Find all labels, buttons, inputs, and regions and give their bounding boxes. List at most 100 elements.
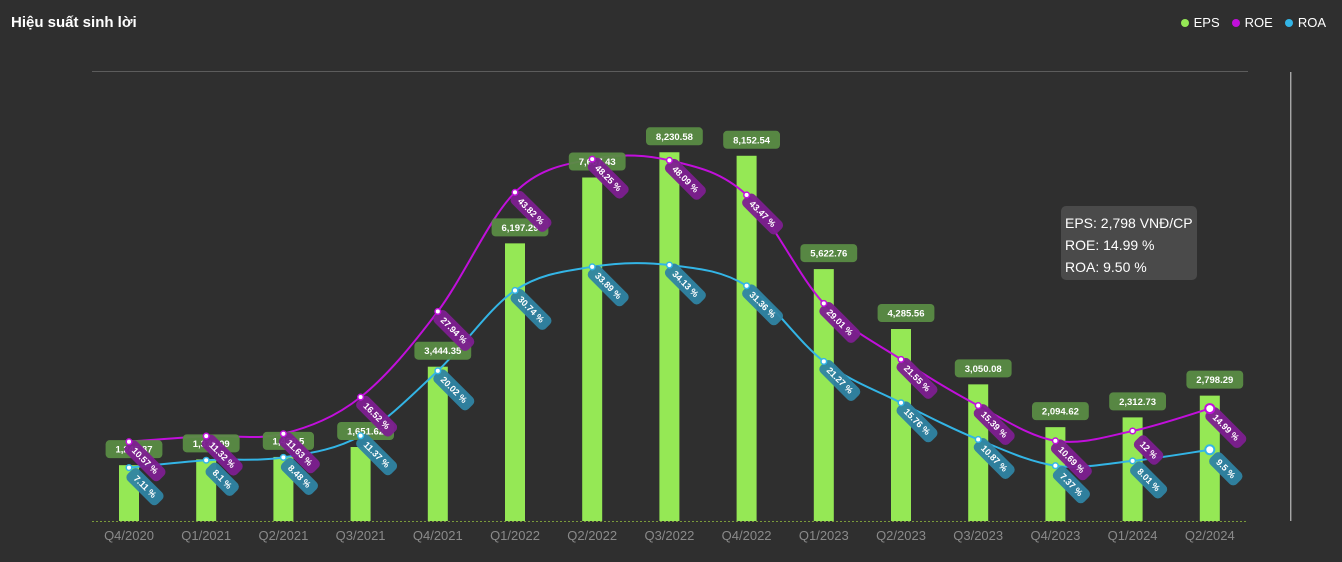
legend-dot-roe: [1231, 18, 1240, 27]
eps-data-label-bg: [1109, 392, 1166, 411]
roe-point: [279, 430, 287, 438]
tooltip-eps: EPS: 2,798 VNĐ/CP: [1065, 215, 1193, 231]
roe-data-label-bg: [278, 432, 320, 474]
roe-data-label-bg: [896, 357, 938, 399]
roe-data-label-bg: [201, 434, 243, 476]
roe-point: [820, 299, 828, 307]
eps-data-label-bg: [1186, 370, 1244, 389]
roe-point: [743, 191, 751, 199]
x-tick-label: Q3/2022: [644, 528, 694, 543]
roa-data-label-bg: [973, 437, 1015, 479]
eps-data-label-group: 2,094.62: [1032, 402, 1089, 421]
roe-point: [1129, 427, 1137, 435]
eps-data-label-group: 8,152.54: [723, 130, 780, 149]
roa-point: [1051, 462, 1059, 470]
roa-data-label-bg: [126, 468, 164, 506]
roa-point: [1129, 457, 1137, 465]
roa-point: [974, 435, 982, 444]
roa-point: [1204, 444, 1216, 456]
roa-data-label-bg: [1130, 461, 1168, 499]
roa-data-label-bg: [587, 265, 629, 307]
eps-bar: [736, 155, 757, 521]
roa-data-label-bg: [433, 369, 475, 411]
roe-data-label-bg: [819, 301, 861, 343]
roa-point: [743, 282, 751, 290]
roe-point: [202, 432, 210, 440]
roe-data-label-bg: [587, 157, 629, 199]
eps-data-label-group: 3,444.35: [414, 341, 472, 360]
roa-data-label-bg: [742, 284, 784, 326]
legend-dot-eps: [1180, 18, 1189, 27]
roe-point: [665, 156, 673, 164]
roe-point: [434, 307, 442, 316]
eps-data-label-group: 2,312.73: [1109, 392, 1166, 411]
roe-data-label-bg: [1205, 407, 1247, 449]
chart-legend: EPS ROE ROA: [1180, 15, 1326, 30]
roa-data-label-bg: [819, 359, 861, 401]
legend-item-eps[interactable]: EPS: [1180, 15, 1220, 30]
roa-data-label-bg: [356, 434, 398, 476]
eps-bar: [582, 177, 603, 521]
roa-point: [125, 464, 133, 472]
eps-data-label: 3,050.08: [965, 364, 1002, 375]
roe-point: [897, 355, 905, 363]
roe-data-label-bg: [433, 309, 475, 351]
eps-bar: [813, 269, 834, 521]
roa-data-label-bg: [1052, 466, 1090, 504]
eps-data-label: 8,230.58: [656, 132, 693, 143]
eps-data-label-bg: [800, 244, 858, 263]
roa-point: [665, 261, 673, 269]
roe-data-label-group: 11.63 %: [278, 432, 320, 474]
legend-item-roa[interactable]: ROA: [1284, 15, 1326, 30]
eps-data-label: 3,444.35: [424, 346, 462, 357]
eps-bar: [659, 152, 680, 521]
roe-data-label-group: 12 %: [1133, 435, 1164, 465]
x-tick-label: Q1/2023: [799, 528, 849, 543]
eps-data-label-bg: [1032, 402, 1089, 421]
eps-data-label-group: 8,230.58: [646, 127, 703, 146]
legend-item-roe[interactable]: ROE: [1231, 15, 1273, 30]
roa-data-label-group: 33.89 %: [587, 265, 629, 307]
x-tick-label: Q3/2023: [953, 528, 1003, 543]
x-tick-label: Q2/2022: [567, 528, 617, 543]
eps-bar: [427, 366, 448, 521]
roe-point: [125, 438, 133, 446]
x-tick-label: Q4/2023: [1030, 528, 1080, 543]
eps-data-label: 1,651.62: [347, 427, 384, 438]
roa-point: [279, 453, 287, 461]
eps-data-label: 2,312.73: [1119, 397, 1156, 408]
roe-data-label-bg: [124, 440, 166, 482]
roe-data-label-bg: [973, 404, 1015, 446]
x-tick-label: Q2/2023: [876, 528, 926, 543]
roe-data-label-bg: [742, 193, 784, 235]
eps-data-label-group: 5,622.76: [800, 244, 858, 263]
x-tick-label: Q4/2020: [104, 528, 154, 543]
x-tick-label: Q1/2022: [490, 528, 540, 543]
roe-point: [588, 155, 596, 163]
x-tick-label: Q2/2024: [1185, 528, 1235, 543]
legend-dot-roa: [1284, 18, 1293, 27]
x-tick-label: Q4/2021: [413, 528, 463, 543]
eps-data-label-bg: [877, 304, 935, 323]
roa-point: [202, 456, 210, 464]
eps-data-label: 2,094.62: [1042, 407, 1079, 418]
roe-data-label-bg: [356, 395, 398, 437]
eps-bar: [350, 447, 371, 521]
roa-point: [511, 286, 519, 295]
x-tick-label: Q2/2021: [258, 528, 308, 543]
chart-tooltip: EPS: 2,798 VNĐ/CP ROE: 14.99 % ROA: 9.50…: [1061, 206, 1197, 280]
eps-data-label-group: 2,798.29: [1186, 370, 1244, 389]
roa-data-label-bg: [664, 263, 706, 305]
eps-data-label-group: 4,285.56: [877, 304, 935, 323]
roe-point: [1204, 403, 1216, 415]
eps-bar: [505, 243, 525, 522]
eps-data-label: 6,197.29: [502, 223, 539, 234]
x-tick-label: Q1/2021: [181, 528, 231, 543]
roa-data-label-bg: [510, 288, 552, 330]
legend-label-eps: EPS: [1193, 15, 1220, 30]
roe-point: [357, 393, 365, 401]
roa-point: [897, 399, 905, 407]
eps-data-label-bg: [954, 359, 1012, 378]
roa-data-label-bg: [896, 401, 938, 443]
